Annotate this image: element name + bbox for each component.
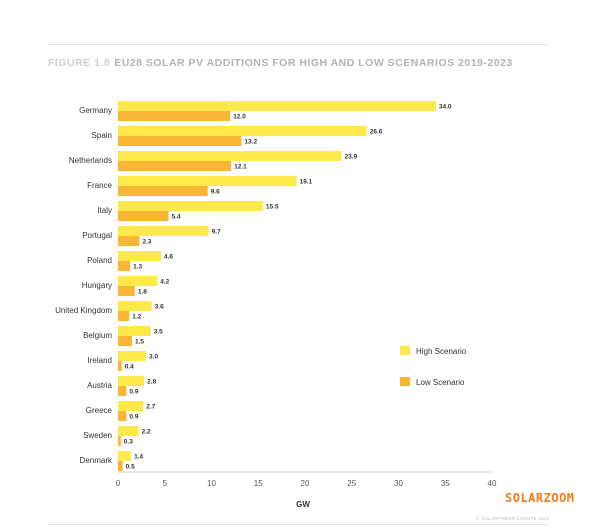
bar-high-scenario-poland [118, 251, 162, 261]
data-label-high-scenario-germany: 34.0 [439, 104, 452, 111]
bar-low-scenario-greece [118, 411, 127, 421]
data-label-low-scenario-france: 9.6 [211, 189, 220, 196]
x-tick-label-15: 15 [254, 479, 263, 488]
legend-label-low-scenario: Low Scenario [416, 378, 465, 387]
data-label-high-scenario-austria: 2.8 [147, 379, 156, 386]
data-label-high-scenario-united-kingdom: 3.6 [155, 304, 164, 311]
category-label-netherlands: Netherlands [69, 156, 112, 165]
figure-label: FIGURE 1.8 [48, 57, 111, 69]
bar-high-scenario-france [118, 176, 297, 186]
bottom-rule [48, 524, 548, 525]
solarzoom-watermark: SOLARZOOM [505, 491, 575, 505]
bar-high-scenario-spain [118, 126, 367, 136]
data-label-low-scenario-sweden: 0.3 [124, 439, 133, 446]
bar-low-scenario-poland [118, 261, 131, 271]
bar-low-scenario-denmark [118, 461, 123, 471]
bar-low-scenario-belgium [118, 336, 133, 346]
category-label-hungary: Hungary [82, 281, 112, 290]
category-label-united-kingdom: United Kingdom [55, 306, 112, 315]
data-label-low-scenario-hungary: 1.8 [138, 289, 147, 296]
bar-high-scenario-united-kingdom [118, 301, 152, 311]
data-label-low-scenario-poland: 1.3 [133, 264, 142, 271]
bar-high-scenario-ireland [118, 351, 147, 361]
data-label-high-scenario-portugal: 9.7 [212, 229, 221, 236]
category-label-portugal: Portugal [82, 231, 112, 240]
x-tick-label-0: 0 [116, 479, 121, 488]
category-label-greece: Greece [86, 406, 113, 415]
bar-high-scenario-portugal [118, 226, 209, 236]
data-label-high-scenario-greece: 2.7 [146, 404, 155, 411]
figure-title-text: EU28 SOLAR PV ADDITIONS FOR HIGH AND LOW… [114, 57, 513, 69]
bar-low-scenario-italy [118, 211, 169, 221]
bar-high-scenario-italy [118, 201, 263, 211]
legend-swatch-low-scenario [400, 377, 410, 386]
data-label-low-scenario-united-kingdom: 1.2 [132, 314, 141, 321]
bar-high-scenario-netherlands [118, 151, 342, 161]
category-label-france: France [87, 181, 112, 190]
category-label-germany: Germany [79, 106, 112, 115]
bar-low-scenario-austria [118, 386, 127, 396]
category-label-denmark: Denmark [80, 456, 113, 465]
bar-high-scenario-hungary [118, 276, 158, 286]
x-axis-title: GW [296, 500, 310, 509]
x-tick-label-30: 30 [394, 479, 403, 488]
top-rule [48, 44, 548, 45]
copyright-note: © SOLARPOWER EUROPE 2019 [476, 516, 550, 521]
bar-low-scenario-netherlands [118, 161, 232, 171]
data-label-low-scenario-spain: 13.2 [244, 139, 257, 146]
data-label-low-scenario-portugal: 2.3 [143, 239, 152, 246]
bar-high-scenario-sweden [118, 426, 139, 436]
bar-low-scenario-sweden [118, 436, 121, 446]
legend-label-high-scenario: High Scenario [416, 347, 467, 356]
data-label-low-scenario-austria: 0.9 [129, 389, 138, 396]
x-tick-label-20: 20 [301, 479, 310, 488]
data-label-low-scenario-italy: 5.4 [171, 214, 180, 221]
x-tick-label-25: 25 [347, 479, 356, 488]
x-tick-label-40: 40 [488, 479, 497, 488]
x-tick-label-10: 10 [207, 479, 216, 488]
bar-low-scenario-germany [118, 111, 231, 121]
x-tick-label-35: 35 [441, 479, 450, 488]
bar-low-scenario-ireland [118, 361, 122, 371]
bar-high-scenario-greece [118, 401, 144, 411]
data-label-high-scenario-hungary: 4.2 [160, 279, 169, 286]
data-label-high-scenario-sweden: 2.2 [142, 429, 151, 436]
data-label-high-scenario-netherlands: 23.9 [344, 154, 357, 161]
data-label-high-scenario-belgium: 3.5 [154, 329, 163, 336]
chart-title: FIGURE 1.8 EU28 SOLAR PV ADDITIONS FOR HI… [48, 57, 513, 69]
bar-low-scenario-portugal [118, 236, 140, 246]
x-tick-label-5: 5 [163, 479, 168, 488]
legend-swatch-high-scenario [400, 346, 410, 355]
bar-high-scenario-austria [118, 376, 145, 386]
bar-low-scenario-united-kingdom [118, 311, 130, 321]
data-label-low-scenario-ireland: 0.4 [125, 364, 134, 371]
bar-low-scenario-hungary [118, 286, 135, 296]
bar-low-scenario-spain [118, 136, 242, 146]
category-label-poland: Poland [87, 256, 112, 265]
category-label-sweden: Sweden [83, 431, 112, 440]
data-label-low-scenario-denmark: 0.5 [126, 464, 135, 471]
category-label-belgium: Belgium [83, 331, 112, 340]
bar-high-scenario-denmark [118, 451, 132, 461]
data-label-high-scenario-poland: 4.6 [164, 254, 173, 261]
data-label-high-scenario-ireland: 3.0 [149, 354, 158, 361]
data-label-high-scenario-italy: 15.5 [266, 204, 279, 211]
bar-low-scenario-france [118, 186, 208, 196]
data-label-low-scenario-netherlands: 12.1 [234, 164, 247, 171]
category-label-austria: Austria [87, 381, 112, 390]
data-label-high-scenario-france: 19.1 [300, 179, 313, 186]
bar-high-scenario-belgium [118, 326, 151, 336]
bar-high-scenario-germany [118, 101, 436, 111]
data-label-low-scenario-belgium: 1.5 [135, 339, 144, 346]
data-label-low-scenario-greece: 0.9 [129, 414, 138, 421]
data-label-high-scenario-denmark: 1.4 [134, 454, 143, 461]
category-label-ireland: Ireland [88, 356, 112, 365]
category-label-italy: Italy [97, 206, 112, 215]
data-label-high-scenario-spain: 26.6 [370, 129, 383, 136]
category-label-spain: Spain [92, 131, 112, 140]
data-label-low-scenario-germany: 12.0 [233, 114, 246, 121]
